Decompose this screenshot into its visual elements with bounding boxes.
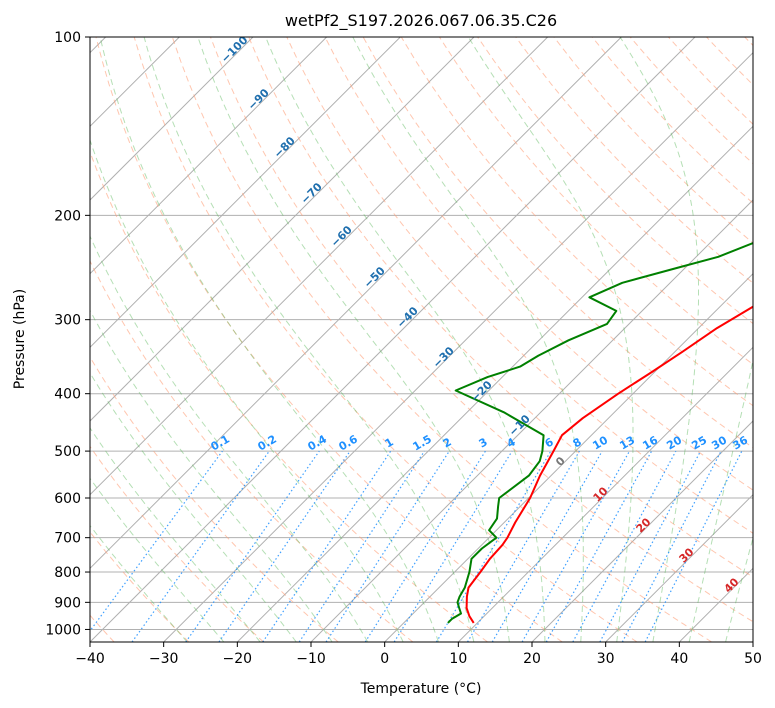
- y-tick-label: 200: [54, 208, 81, 224]
- x-tick-label: 0: [380, 651, 389, 667]
- plot-frame: [89, 36, 754, 643]
- y-tick-label: 700: [54, 531, 81, 547]
- mixing-ratio-line: [435, 450, 552, 642]
- mixing-ratio-line: [393, 450, 513, 642]
- dry-adiabat-line: [133, 37, 638, 642]
- x-axis-label: Temperature (°C): [360, 681, 482, 697]
- y-tick-label: 100: [54, 30, 81, 46]
- dry-adiabat-line: [171, 37, 712, 642]
- guide-lines: [90, 37, 775, 642]
- moist-adiabat-line: [197, 37, 510, 642]
- dry-adiabat-line: [248, 37, 753, 578]
- mixing-ratio-line: [185, 450, 320, 642]
- y-tick-label: 300: [54, 313, 81, 329]
- y-tick-label: 1000: [45, 622, 81, 638]
- dry-adiabat-line: [90, 445, 264, 642]
- x-tick-label: 30: [597, 651, 615, 667]
- axes: −40 −30 −20 −10 0 10 20 30 40 50 100 200 300 400 500 60…: [45, 30, 762, 667]
- x-tick-label: 20: [523, 651, 541, 667]
- moist-adiabat-line: [90, 309, 333, 642]
- isotherm-line: [90, 37, 549, 496]
- mixing-ratio-line: [218, 450, 351, 642]
- y-tick-label: 900: [54, 595, 81, 611]
- x-tick-label: 40: [670, 651, 688, 667]
- y-tick-label: 400: [54, 387, 81, 403]
- moist-adiabat-line: [762, 37, 775, 642]
- isotherm-line: [752, 641, 753, 642]
- isotherm-line: [236, 125, 753, 642]
- moist-adiabat-line: [688, 358, 753, 642]
- isotherm-line: [90, 37, 401, 349]
- y-tick-label: 500: [54, 444, 81, 460]
- mixing-ratio-line: [545, 450, 653, 642]
- dry-adiabat-line: [286, 37, 753, 534]
- isotherm-line: [457, 346, 753, 642]
- mixing-ratio-line: [572, 450, 677, 642]
- dry-adiabat-line: [210, 37, 753, 623]
- mixing-ratio-line: [364, 450, 486, 642]
- dry-adiabat-line: [324, 37, 753, 491]
- y-tick-label: 600: [54, 491, 81, 507]
- moist-adiabat-line: [352, 37, 584, 642]
- mixing-ratio-line: [325, 450, 450, 642]
- plot-background: [90, 37, 753, 642]
- series-layer: [447, 241, 753, 624]
- x-tick-label: −40: [75, 651, 105, 667]
- dry-adiabat-line: [90, 259, 414, 642]
- x-tick-label: −10: [296, 651, 326, 667]
- dry-adiabat-line: [95, 37, 563, 642]
- mixing-ratio-line: [466, 450, 580, 642]
- isotherm-line: [531, 420, 753, 642]
- moist-adiabat-line: [90, 477, 225, 642]
- y-axis-label: Pressure (hPa): [12, 289, 28, 389]
- isotherm-line: [605, 493, 753, 642]
- isotherm-line: [163, 51, 753, 642]
- mixing-ratio-line: [521, 450, 631, 642]
- dewpoint-profile-line: [447, 241, 753, 624]
- moist-adiabat-line: [99, 37, 439, 642]
- isotherm-line: [90, 37, 254, 201]
- moist-adiabat-line: [90, 235, 369, 642]
- dry-adiabat-line: [515, 37, 753, 284]
- mixing-ratio-line: [491, 450, 603, 642]
- x-tick-label: 10: [449, 651, 467, 667]
- moist-adiabat-line: [143, 37, 475, 642]
- x-tick-label: −20: [223, 651, 253, 667]
- isotherm-line: [90, 37, 696, 642]
- x-tick-label: −30: [149, 651, 179, 667]
- x-tick-label: 50: [744, 651, 762, 667]
- isotherm-line: [90, 37, 475, 422]
- moist-adiabat-line: [265, 37, 546, 642]
- dry-adiabat-line: [90, 356, 339, 642]
- y-tick-label: 800: [54, 565, 81, 581]
- isotherm-line: [90, 37, 622, 570]
- moist-adiabat-line: [90, 371, 297, 642]
- temperature-profile-line: [465, 305, 753, 624]
- moist-adiabat-line: [619, 37, 699, 642]
- moist-adiabat-line: [90, 138, 404, 642]
- chart-title: wetPf2_S197.2026.067.06.35.C26: [285, 11, 557, 31]
- moist-adiabat-line: [725, 536, 753, 642]
- moist-adiabat-line: [90, 427, 261, 642]
- isotherm-line: [90, 37, 328, 275]
- moist-adiabat-line: [90, 524, 188, 642]
- isotherm-line: [384, 272, 753, 642]
